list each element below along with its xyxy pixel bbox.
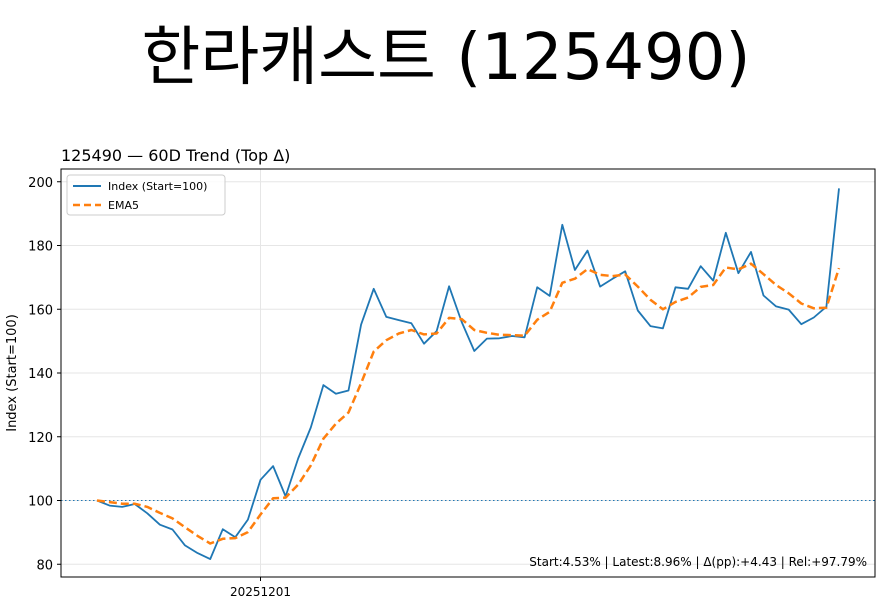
legend-box bbox=[66, 174, 226, 216]
index-series-line bbox=[96, 188, 840, 560]
legend-label-ema5: EMA5 bbox=[108, 199, 139, 212]
legend: Index (Start=100) EMA5 bbox=[66, 174, 226, 216]
y-tick-label: 200 bbox=[28, 176, 53, 191]
y-tick-label: 140 bbox=[28, 367, 53, 382]
stats-annotation: Start:4.53% | Latest:8.96% | Δ(pp):+4.43… bbox=[529, 555, 867, 569]
x-tick-label: 20251201 bbox=[230, 585, 291, 599]
series-group bbox=[96, 188, 841, 560]
y-tick-label: 180 bbox=[28, 240, 53, 255]
y-axis-label: Index (Start=100) bbox=[5, 314, 20, 432]
axes: 80 100 120 140 160 180 200 20251201 bbox=[28, 176, 291, 599]
ema5-series-line bbox=[96, 262, 841, 545]
y-tick-label: 160 bbox=[28, 303, 53, 318]
y-tick-label: 80 bbox=[36, 558, 53, 573]
y-tick-label: 120 bbox=[28, 431, 53, 446]
y-tick-label: 100 bbox=[28, 495, 53, 510]
grid bbox=[61, 169, 875, 577]
main-title: 한라캐스트 (125490) bbox=[0, 6, 892, 98]
main-title-text: 한라캐스트 (125490) bbox=[141, 21, 751, 95]
chart-title: 125490 — 60D Trend (Top Δ) bbox=[61, 146, 290, 165]
legend-label-index: Index (Start=100) bbox=[108, 180, 207, 193]
